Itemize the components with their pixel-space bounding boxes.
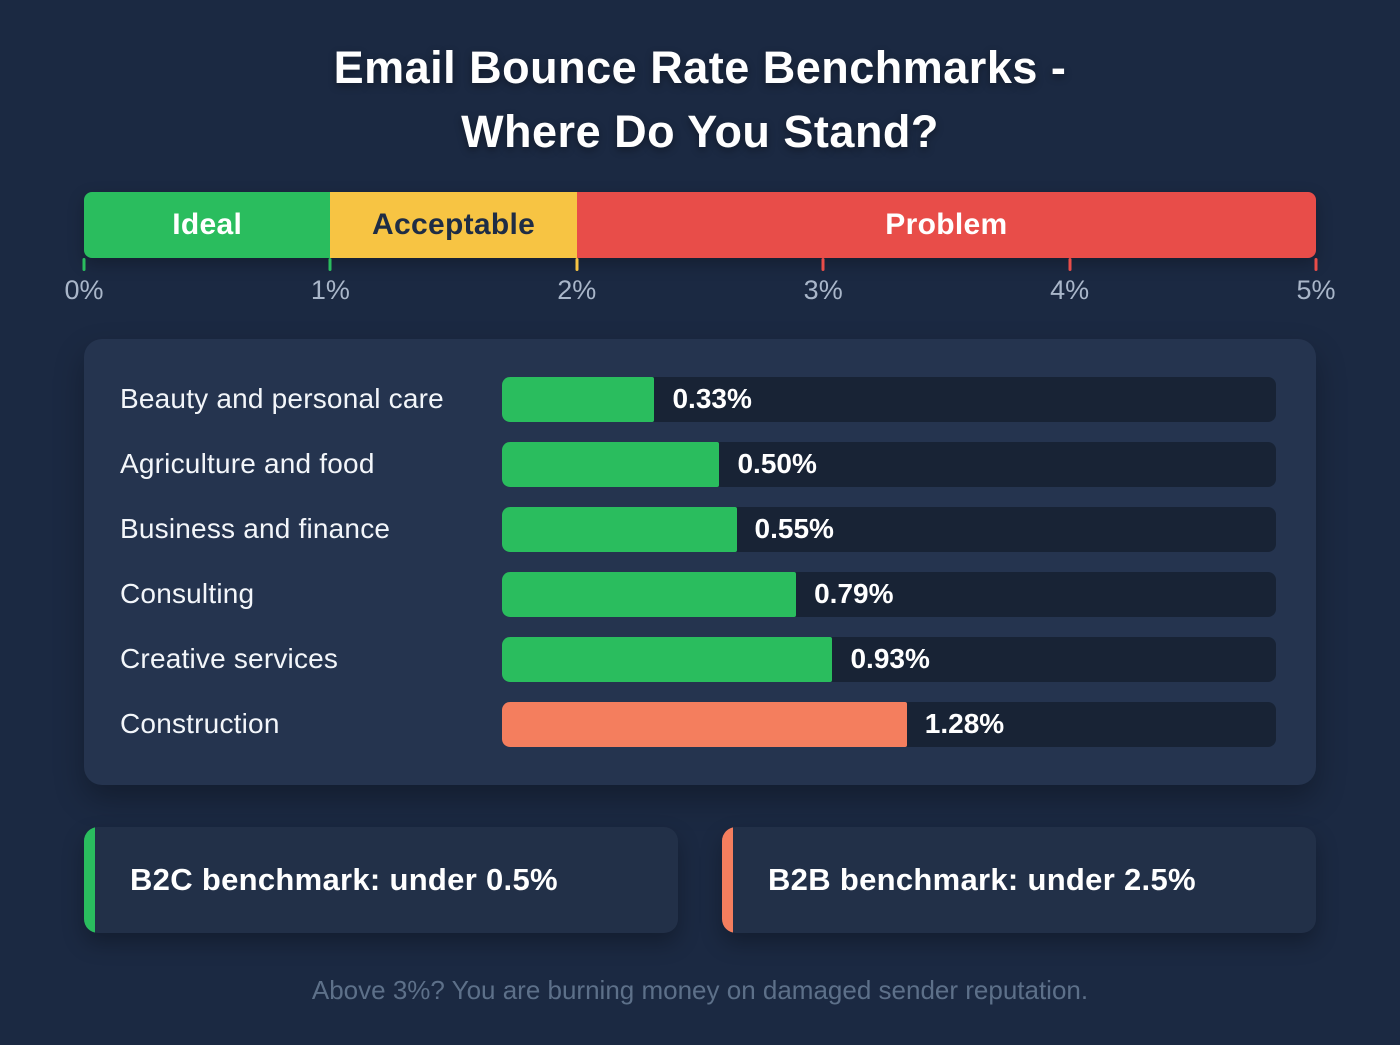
scale-tick-label: 5% <box>1296 274 1336 305</box>
bar-fill <box>502 376 655 422</box>
benchmark-cards: B2C benchmark: under 0.5% B2B benchmark:… <box>84 826 1316 933</box>
category-label: Business and finance <box>120 513 391 545</box>
bar-track: 1.28% <box>502 701 1276 747</box>
chart-row: Construction 1.28% <box>120 701 1276 747</box>
footer-note: Above 3%? You are burning money on damag… <box>311 974 1089 1005</box>
chart-row: Business and finance 0.55% <box>120 506 1276 552</box>
bar-value-label: 0.33% <box>672 383 752 415</box>
category-label: Consulting <box>120 578 255 610</box>
bar-value-label: 0.79% <box>814 578 894 610</box>
chart-row: Agriculture and food 0.50% <box>120 441 1276 487</box>
bar-track: 0.93% <box>502 636 1276 682</box>
scale-tick <box>575 257 579 271</box>
bar-value-label: 1.28% <box>924 708 1005 740</box>
scale-tick-label: 3% <box>803 274 843 305</box>
bar-chart-panel: Beauty and personal care 0.33% Agricultu… <box>84 338 1316 785</box>
scale-tick-label: 4% <box>1050 274 1090 305</box>
bar-track: 0.55% <box>502 506 1276 552</box>
benchmark-label: B2C benchmark: under 0.5% <box>130 861 558 897</box>
bar-track: 0.79% <box>502 571 1276 617</box>
bar-value-label: 0.55% <box>754 513 834 545</box>
bar-value-label: 0.50% <box>737 448 817 480</box>
chart-row: Consulting 0.79% <box>120 571 1276 617</box>
scale-segment: Acceptable <box>330 191 577 258</box>
bar-value-label: 0.93% <box>850 643 930 675</box>
bar-fill <box>502 506 737 552</box>
category-label: Beauty and personal care <box>120 383 444 415</box>
bar-fill <box>502 441 720 487</box>
chart-row: Creative services 0.93% <box>120 636 1276 682</box>
bar-fill <box>502 636 833 682</box>
scale-tick-labels: 0% 1% 2% 3% 4% 5% <box>64 274 1335 309</box>
bar-fill <box>502 701 907 747</box>
page-title: Email Bounce Rate Benchmarks - Where Do Y… <box>84 36 1316 164</box>
category-label: Creative services <box>120 643 339 675</box>
scale-tick <box>1314 257 1318 271</box>
category-label: Agriculture and food <box>120 448 375 480</box>
bar-fill <box>502 571 797 617</box>
scale-tick-label: 1% <box>310 274 350 305</box>
bar-track: 0.33% <box>502 376 1276 422</box>
page-title-line2: Where Do You Stand? <box>461 105 939 157</box>
chart-row: Beauty and personal care 0.33% <box>120 376 1276 422</box>
benchmark-accent-bar <box>84 826 95 933</box>
scale-segment: Problem <box>576 191 1316 258</box>
scale-tick-label: 2% <box>557 274 597 305</box>
scale-tick <box>821 257 825 271</box>
category-label: Construction <box>120 708 280 740</box>
scale-ticks <box>82 257 1318 273</box>
scale-bar: Ideal Acceptable Problem <box>84 191 1316 258</box>
bar-track: 0.50% <box>502 441 1276 487</box>
benchmark-accent-bar <box>722 826 733 933</box>
scale-tick <box>82 257 86 271</box>
benchmark-card: B2B benchmark: under 2.5% <box>722 826 1316 933</box>
bounce-rate-scale: Ideal Acceptable Problem 0% 1% 2% 3% 4% 5% <box>64 191 1336 309</box>
scale-segment: Ideal <box>84 191 331 258</box>
scale-tick-label: 0% <box>64 274 104 305</box>
scale-tick <box>328 257 332 271</box>
benchmark-label: B2B benchmark: under 2.5% <box>768 861 1196 897</box>
scale-tick <box>1068 257 1072 271</box>
benchmark-card: B2C benchmark: under 0.5% <box>84 826 678 933</box>
page-title-line1: Email Bounce Rate Benchmarks - <box>333 42 1067 93</box>
